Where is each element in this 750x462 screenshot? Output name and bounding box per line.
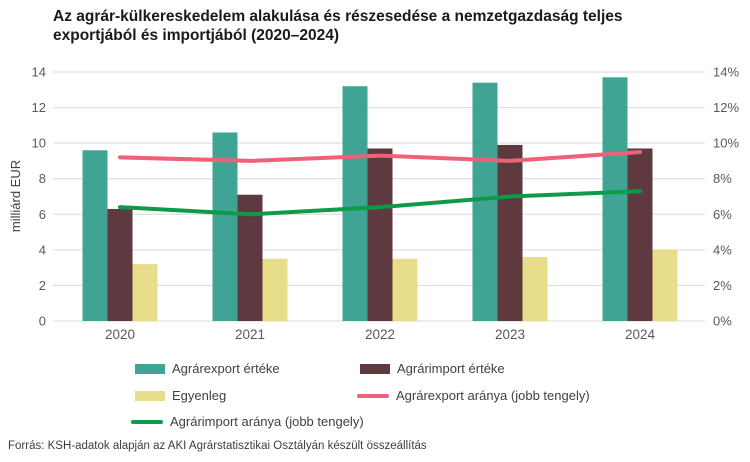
balance-bar-2021 [262,258,288,321]
y-axis-tick-right: 14% [713,65,739,80]
import-bar-2024 [627,148,653,321]
chart-title-line1: Az agrár-külkereskedelem alakulása és ré… [53,8,623,25]
legend-item-agrarexport-aranya: Agrárexport aránya (jobb tengely) [357,388,590,403]
balance-bar-swatch-icon [135,390,165,401]
export-bar-swatch-icon [135,363,165,374]
y-axis-tick-left: 8 [39,171,46,186]
import-bar-swatch-icon [360,363,390,374]
x-axis-label-2020: 2020 [105,327,135,342]
y-axis-tick-left: 14 [32,65,46,80]
legend-item-egyenleg: Egyenleg [135,388,226,403]
balance-bar-2022 [392,258,418,321]
x-axis-label-2021: 2021 [235,327,265,342]
chart-title-line2: exportjából és importjából (2020–2024) [53,27,339,45]
legend-label: Egyenleg [172,388,227,403]
x-axis-label-2023: 2023 [495,327,525,342]
y-axis-tick-right: 12% [713,100,739,115]
legend-item-agrarimport-aranya: Agrárimport aránya (jobb tengely) [131,414,364,429]
x-axis-label-2024: 2024 [625,327,656,342]
export_ratio-line [118,150,642,163]
x-axis-label-2022: 2022 [365,327,395,342]
y-axis-tick-right: 6% [713,207,732,222]
chart-title: Az agrár-külkereskedelem alakulása és ré… [53,7,713,46]
export-bar-2022 [342,86,368,321]
legend-label: Agrárimport aránya (jobb tengely) [170,414,364,429]
y-axis-tick-left: 2 [39,278,46,293]
y-axis-tick-right: 0% [713,314,732,329]
legend-item-agrarimport-erteke: Agrárimport értéke [360,361,505,376]
legend-label: Agrárexport aránya (jobb tengely) [396,388,590,403]
y-axis-tick-left: 10 [32,136,46,151]
legend-label: Agrárexport értéke [172,361,280,376]
balance-bar-2024 [652,249,678,321]
export-bar-2023 [472,82,498,322]
export-bar-2024 [602,77,628,321]
import-bar-2023 [497,144,523,321]
import-ratio-line-swatch-icon [131,419,163,424]
balance-bar-2023 [522,256,548,321]
export-bar-2020 [82,150,108,321]
y-axis-tick-right: 8% [713,171,732,186]
legend-item-agrarexport-erteke: Agrárexport értéke [135,361,280,376]
y-axis-tick-left: 12 [32,100,46,115]
y-axis-tick-left: 6 [39,207,46,222]
source-note: Forrás: KSH-adatok alapján az AKI Agrárs… [8,440,427,452]
export-ratio-line-swatch-icon [357,393,389,398]
export-bar-2021 [212,132,238,321]
y-axis-tick-right: 10% [713,136,739,151]
balance-bar-2020 [132,264,158,321]
import_ratio-line [118,189,642,217]
y-axis-tick-left: 4 [39,242,46,257]
y-axis-tick-right: 4% [713,242,732,257]
import-bar-2020 [107,208,133,321]
y-axis-tick-right: 2% [713,278,732,293]
y-axis-tick-left: 0 [39,314,46,329]
legend-label: Agrárimport értéke [397,361,505,376]
import-bar-2022 [367,148,393,321]
